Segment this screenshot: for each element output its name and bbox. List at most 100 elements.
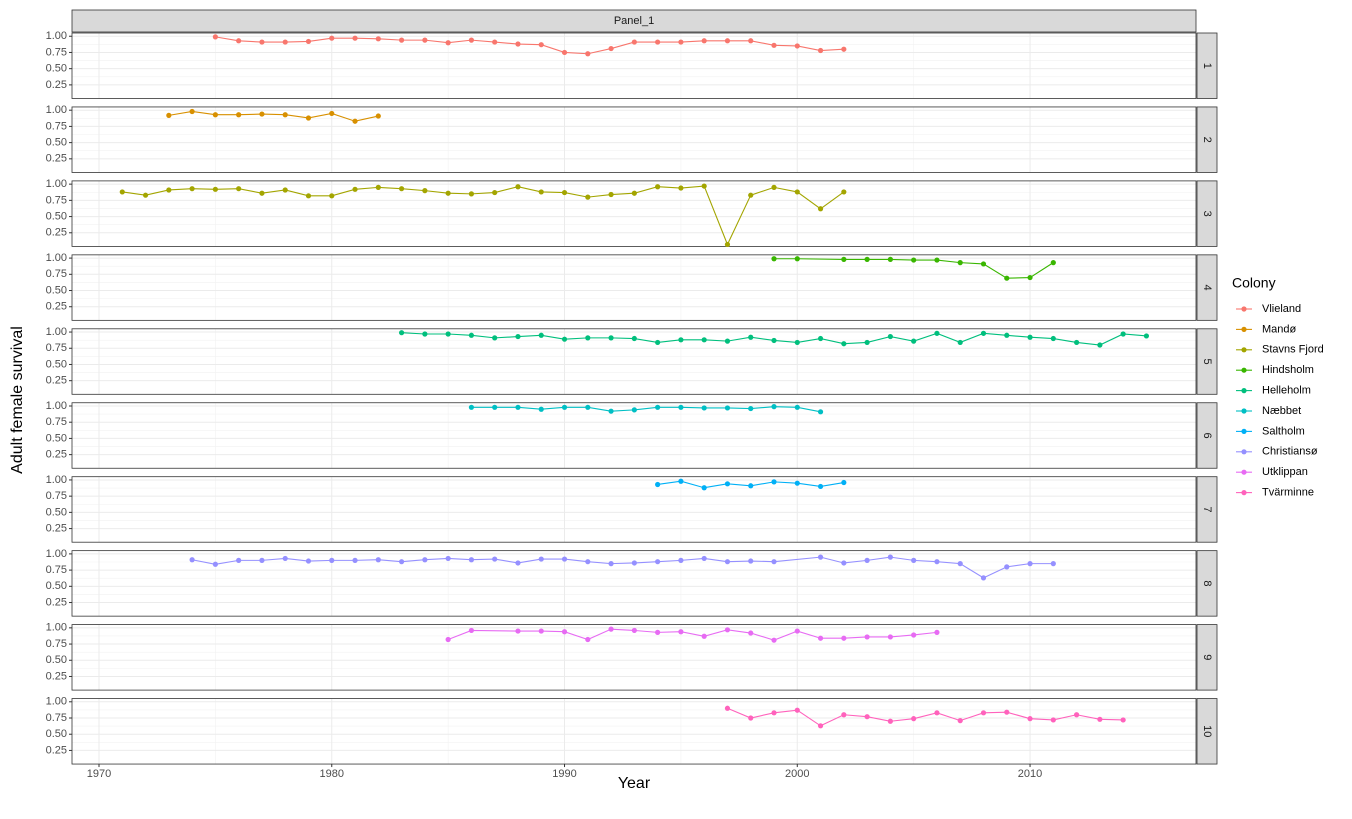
series-line xyxy=(774,258,1054,279)
point xyxy=(794,628,800,634)
point xyxy=(817,483,824,490)
point xyxy=(1004,564,1010,570)
y-tick-label: 0.25 xyxy=(46,79,67,91)
panel-label: 2 xyxy=(1201,137,1213,143)
y-tick-label: 0.25 xyxy=(46,670,67,682)
point xyxy=(724,481,731,487)
point xyxy=(608,191,614,198)
point xyxy=(1004,275,1010,281)
point xyxy=(631,335,637,342)
y-tick-label: 0.25 xyxy=(46,153,67,165)
panel-label: 6 xyxy=(1201,432,1213,438)
y-tick-label: 0.75 xyxy=(46,490,67,502)
point xyxy=(1050,260,1056,266)
y-tick-label: 0.75 xyxy=(46,712,67,724)
point xyxy=(445,40,451,46)
y-tick-label: 1.00 xyxy=(46,548,67,560)
strip-label: Panel_1 xyxy=(614,15,654,27)
point xyxy=(678,478,684,484)
point xyxy=(608,335,614,341)
point xyxy=(259,111,265,117)
point xyxy=(212,112,218,118)
point xyxy=(236,112,242,118)
legend-key-point xyxy=(1241,490,1247,496)
point xyxy=(771,479,777,485)
point xyxy=(841,341,847,347)
point xyxy=(585,194,591,200)
point xyxy=(236,186,242,192)
point xyxy=(1027,716,1033,722)
point xyxy=(817,723,824,729)
point xyxy=(608,45,614,52)
point xyxy=(934,559,940,565)
point xyxy=(724,627,731,633)
legend-key-point xyxy=(1241,449,1247,455)
point xyxy=(724,338,731,344)
point xyxy=(794,339,800,346)
point xyxy=(305,115,312,121)
point xyxy=(748,334,754,340)
point xyxy=(841,189,847,195)
point xyxy=(1050,335,1056,342)
y-tick-label: 0.25 xyxy=(46,227,67,239)
panel-border xyxy=(71,328,1197,395)
point xyxy=(748,483,754,489)
point xyxy=(468,404,475,410)
y-tick-label: 0.75 xyxy=(46,564,67,576)
panel-strip xyxy=(1196,254,1218,321)
point xyxy=(794,43,800,49)
point xyxy=(515,184,521,190)
point xyxy=(561,629,568,635)
panel-strip xyxy=(1196,32,1218,99)
point xyxy=(724,405,731,411)
point xyxy=(748,38,754,44)
point xyxy=(771,337,777,344)
panel-label: 4 xyxy=(1201,285,1213,291)
point xyxy=(398,330,405,336)
legend-label: Saltholm xyxy=(1262,425,1305,437)
point xyxy=(1027,334,1033,340)
y-tick-label: 0.25 xyxy=(46,375,67,387)
legend-label: Hindsholm xyxy=(1262,364,1314,376)
point xyxy=(771,256,777,262)
point xyxy=(957,339,963,346)
point xyxy=(538,556,544,562)
y-tick-label: 0.25 xyxy=(46,449,67,461)
point xyxy=(911,716,917,722)
point xyxy=(957,717,963,724)
point xyxy=(817,335,824,342)
point xyxy=(1027,274,1033,281)
point xyxy=(701,633,707,639)
point xyxy=(678,557,684,563)
x-tick-label: 1990 xyxy=(552,768,576,780)
point xyxy=(375,184,381,190)
legend-key-point xyxy=(1241,306,1247,312)
point xyxy=(817,206,824,212)
y-tick-label: 0.75 xyxy=(46,638,67,650)
point xyxy=(980,710,987,716)
point xyxy=(445,636,451,643)
point xyxy=(352,557,358,563)
point xyxy=(794,707,800,713)
point xyxy=(655,184,661,190)
point xyxy=(655,404,661,410)
legend-label: Mandø xyxy=(1262,323,1297,335)
y-tick-label: 0.50 xyxy=(46,284,67,296)
y-tick-label: 0.50 xyxy=(46,358,67,370)
point xyxy=(1097,342,1103,348)
x-tick-label: 2000 xyxy=(785,768,809,780)
point xyxy=(678,185,684,191)
point xyxy=(1120,717,1126,723)
point xyxy=(352,35,358,41)
panel-label: 1 xyxy=(1201,63,1213,69)
point xyxy=(701,183,707,189)
point xyxy=(166,112,172,118)
point xyxy=(422,557,428,563)
point xyxy=(841,479,847,486)
point xyxy=(492,189,498,196)
point xyxy=(585,335,591,341)
y-tick-label: 0.50 xyxy=(46,63,67,75)
x-tick-label: 1970 xyxy=(87,768,111,780)
panel-border xyxy=(71,32,1197,99)
